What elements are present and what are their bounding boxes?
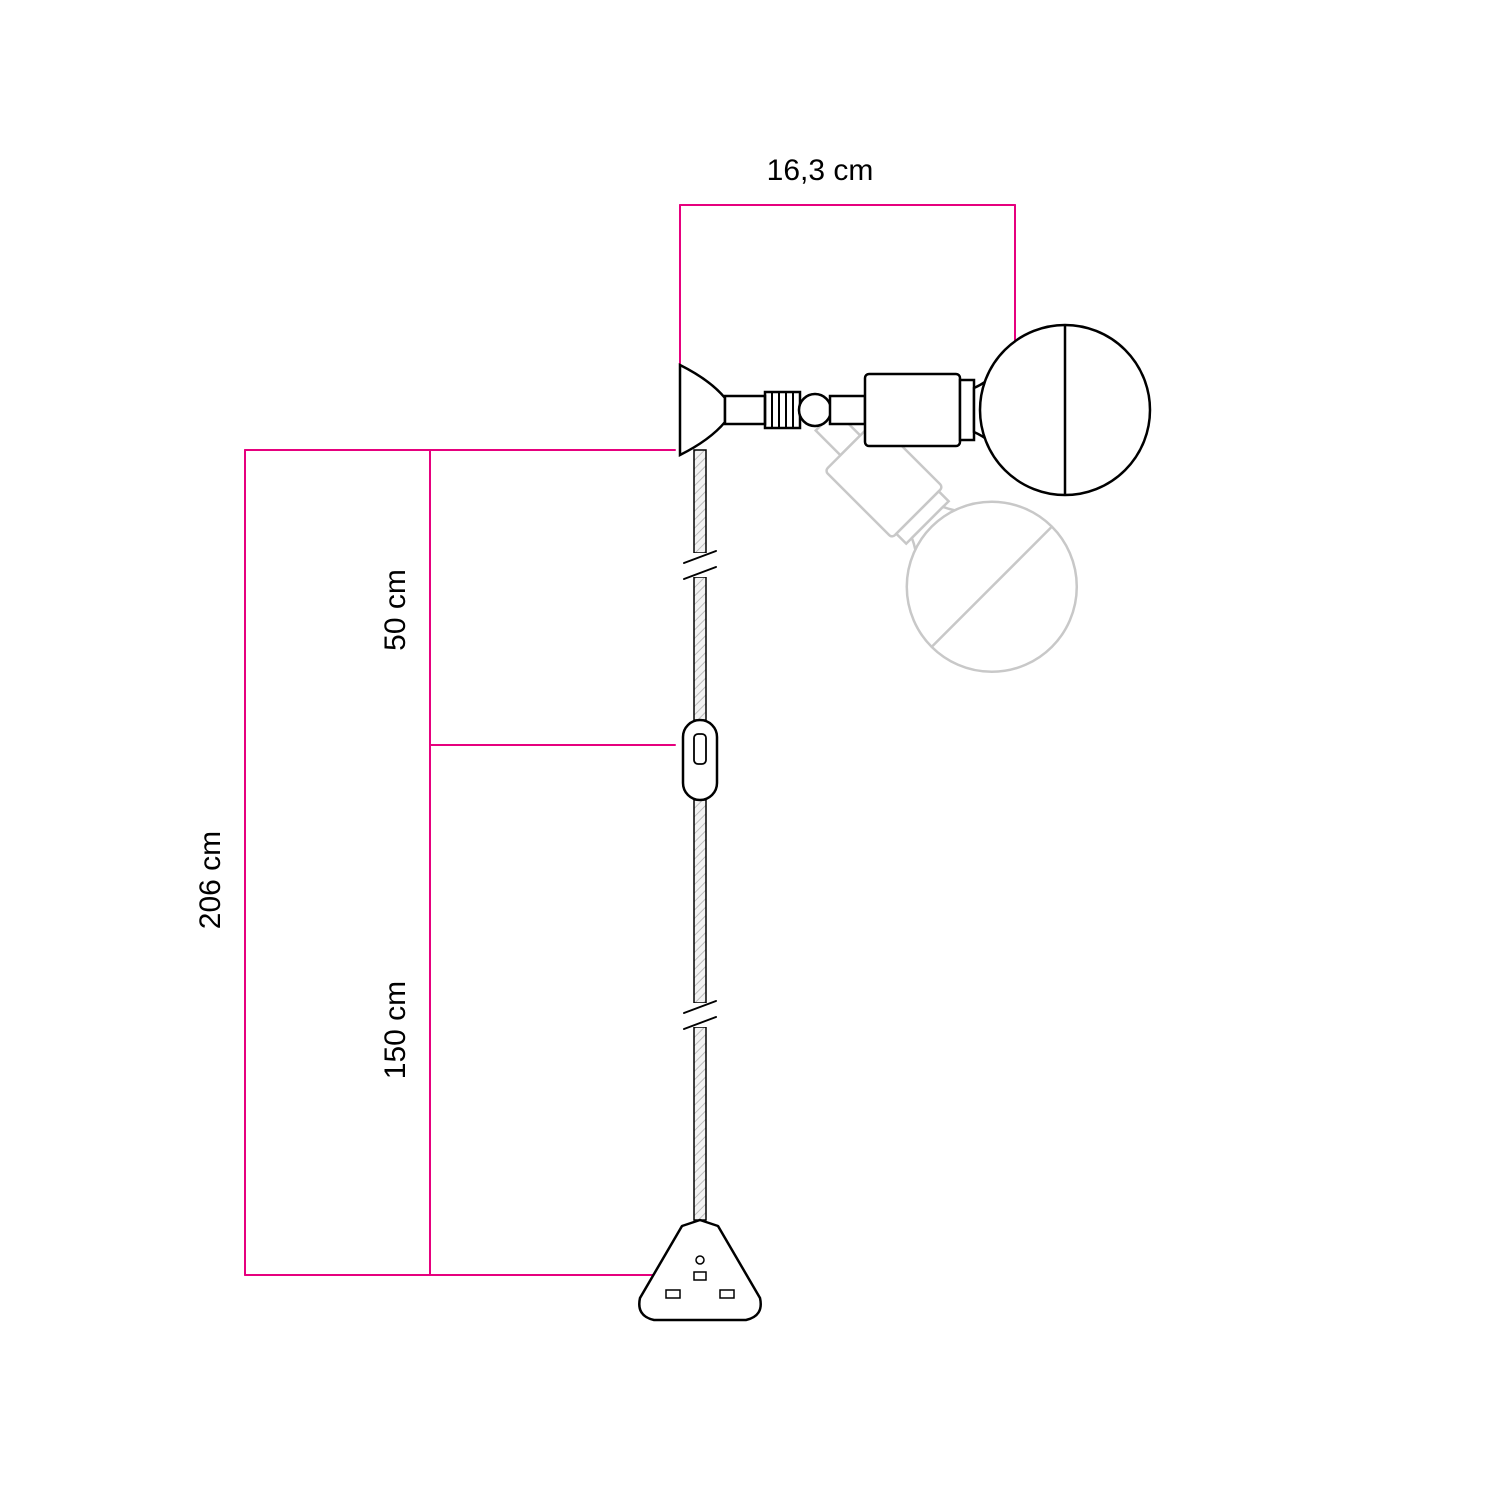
dimension-labels: 16,3 cm 206 cm 50 cm 150 cm (194, 154, 873, 1079)
dim-width-label: 16,3 cm (767, 154, 874, 187)
dim-lower-label: 150 cm (379, 981, 412, 1079)
inline-switch (683, 720, 717, 800)
power-plug (639, 1220, 760, 1320)
dimension-lines (245, 205, 1015, 1275)
dim-total-label: 206 cm (194, 831, 227, 929)
cable (684, 450, 716, 1220)
dim-upper-label: 50 cm (379, 569, 412, 651)
